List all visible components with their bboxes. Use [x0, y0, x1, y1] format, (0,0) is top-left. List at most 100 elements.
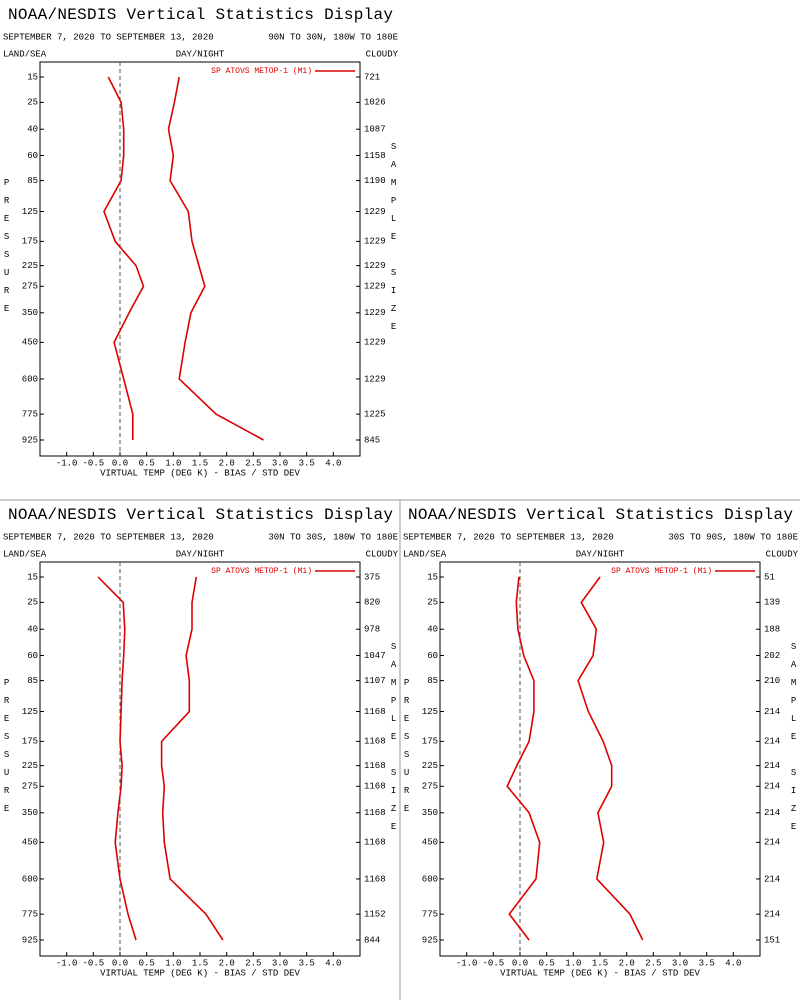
sample-size: 1152 — [364, 910, 386, 920]
x-tick-label: 0.5 — [539, 958, 555, 968]
sample-size: 844 — [364, 935, 380, 945]
sample-size: 1158 — [364, 151, 386, 161]
sample-size: 1229 — [364, 308, 386, 318]
sample-size: 721 — [364, 72, 380, 82]
sample-size: 214 — [764, 910, 780, 920]
pressure-label: 15 — [27, 572, 38, 582]
sample-size: 1168 — [364, 874, 386, 884]
x-tick-label: 1.0 — [165, 458, 181, 468]
x-tick-label: 3.0 — [672, 958, 688, 968]
y2-axis-label: SAMPLE SIZE — [389, 142, 399, 340]
sample-size: 1229 — [364, 207, 386, 217]
pressure-label: 450 — [422, 838, 438, 848]
x-tick-label: 2.0 — [619, 958, 635, 968]
y2-axis-label: SAMPLE SIZE — [789, 642, 799, 840]
x-tick-label: -1.0 — [56, 458, 78, 468]
sample-size: 1026 — [364, 98, 386, 108]
panel: NOAA/NESDIS Vertical Statistics Display S… — [2, 6, 399, 478]
sample-size: 1168 — [364, 737, 386, 747]
pressure-label: 775 — [22, 410, 38, 420]
pressure-label: 925 — [422, 935, 438, 945]
sample-size: 139 — [764, 598, 780, 608]
x-tick-label: 2.0 — [219, 958, 235, 968]
pressure-label: 350 — [422, 808, 438, 818]
cloudy-label: CLOUDY — [366, 49, 399, 59]
sample-size: 1168 — [364, 782, 386, 792]
std-dev-line — [577, 576, 644, 941]
pressure-label: 450 — [22, 838, 38, 848]
sample-size: 1168 — [364, 707, 386, 717]
x-tick-label: 1.0 — [565, 958, 581, 968]
x-tick-label: 3.0 — [272, 458, 288, 468]
panel-title: NOAA/NESDIS Vertical Statistics Display — [8, 6, 393, 24]
sample-size: 1225 — [364, 410, 386, 420]
sample-size: 214 — [764, 737, 780, 747]
x-tick-label: 4.0 — [725, 958, 741, 968]
panel: NOAA/NESDIS Vertical Statistics Display S… — [402, 506, 799, 978]
x-tick-label: 2.5 — [245, 958, 261, 968]
pressure-label: 125 — [22, 707, 38, 717]
sample-size: 845 — [364, 435, 380, 445]
legend-label: SP ATOVS METOP-1 (M1) — [211, 567, 312, 576]
x-tick-label: 3.0 — [272, 958, 288, 968]
panel-title: NOAA/NESDIS Vertical Statistics Display — [8, 506, 393, 524]
pressure-label: 225 — [22, 261, 38, 271]
pressure-label: 25 — [27, 598, 38, 608]
region: 30N TO 30S, 180W TO 180E — [268, 532, 398, 542]
land-sea-label: LAND/SEA — [403, 549, 447, 559]
sample-size: 1087 — [364, 125, 386, 135]
sample-size: 214 — [764, 761, 780, 771]
legend-label: SP ATOVS METOP-1 (M1) — [611, 567, 712, 576]
sample-size: 375 — [364, 572, 380, 582]
bias-line — [103, 76, 145, 440]
x-tick-label: 3.5 — [299, 958, 315, 968]
land-sea-label: LAND/SEA — [3, 49, 47, 59]
pressure-label: 450 — [22, 338, 38, 348]
sample-size: 214 — [764, 782, 780, 792]
bias-line — [97, 576, 137, 941]
std-dev-line — [160, 576, 224, 941]
pressure-label: 40 — [27, 625, 38, 635]
pressure-label: 275 — [22, 282, 38, 292]
x-tick-label: -0.5 — [483, 958, 505, 968]
pressure-label: 775 — [422, 910, 438, 920]
pressure-label: 175 — [22, 237, 38, 247]
pressure-label: 125 — [22, 207, 38, 217]
y-axis-label: PRESSURE — [2, 678, 12, 822]
pressure-label: 600 — [22, 374, 38, 384]
sample-size: 214 — [764, 874, 780, 884]
sample-size: 978 — [364, 625, 380, 635]
sample-size: 214 — [764, 838, 780, 848]
pressure-label: 225 — [422, 761, 438, 771]
pressure-label: 15 — [427, 572, 438, 582]
panel-title: NOAA/NESDIS Vertical Statistics Display — [408, 506, 793, 524]
date-range: SEPTEMBER 7, 2020 TO SEPTEMBER 13, 2020 — [403, 532, 614, 542]
sample-size: 214 — [764, 808, 780, 818]
sample-size: 202 — [764, 651, 780, 661]
sample-size: 1190 — [364, 176, 386, 186]
x-tick-label: 2.5 — [645, 958, 661, 968]
x-tick-label: -1.0 — [56, 958, 78, 968]
pressure-label: 15 — [27, 72, 38, 82]
y-axis-label: PRESSURE — [402, 678, 412, 822]
pressure-label: 40 — [427, 625, 438, 635]
x-tick-label: 2.5 — [245, 458, 261, 468]
sample-size: 51 — [764, 572, 775, 582]
pressure-label: 925 — [22, 935, 38, 945]
pressure-label: 125 — [422, 707, 438, 717]
pressure-label: 60 — [27, 651, 38, 661]
x-tick-label: 3.5 — [299, 458, 315, 468]
pressure-label: 225 — [22, 761, 38, 771]
x-tick-label: -0.5 — [83, 458, 105, 468]
x-tick-label: 1.0 — [165, 958, 181, 968]
sample-size: 1229 — [364, 338, 386, 348]
region: 30S TO 90S, 180W TO 180E — [668, 532, 798, 542]
date-range: SEPTEMBER 7, 2020 TO SEPTEMBER 13, 2020 — [3, 32, 214, 42]
cloudy-label: CLOUDY — [766, 549, 799, 559]
cloudy-label: CLOUDY — [366, 549, 399, 559]
day-night-label: DAY/NIGHT — [176, 49, 225, 59]
sample-size: 1229 — [364, 237, 386, 247]
pressure-label: 25 — [427, 598, 438, 608]
pressure-label: 25 — [27, 98, 38, 108]
sample-size: 1168 — [364, 761, 386, 771]
